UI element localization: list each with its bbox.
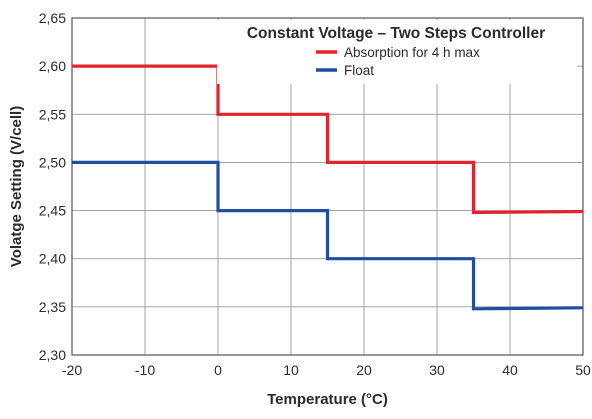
y-tick-label-5: 2,55 (39, 106, 66, 122)
x-tick-label-2: 0 (214, 362, 222, 378)
y-tick-label-6: 2,60 (39, 58, 66, 74)
legend-label-0: Absorption for 4 h max (344, 45, 480, 60)
series-lines (72, 64, 584, 311)
chart-title: Constant Voltage – Two Steps Controller (247, 25, 545, 42)
y-tick-label-4: 2,50 (39, 154, 66, 170)
legend-label-1: Float (344, 63, 374, 78)
y-tick-labels: 2,30 2,35 2,40 2,45 2,50 2,55 2,60 2,65 (39, 10, 66, 363)
legend: Absorption for 4 h max Float (316, 45, 480, 78)
series-line-0 (72, 64, 584, 215)
x-axis-title: Temperature (°C) (267, 391, 388, 408)
x-tick-label-3: 10 (283, 362, 299, 378)
x-tick-label-5: 30 (429, 362, 445, 378)
legend-box (217, 20, 577, 84)
y-tick-label-1: 2,35 (39, 299, 66, 315)
series-line-1 (72, 160, 584, 311)
x-tick-label-0: -20 (62, 362, 82, 378)
x-tick-labels: -20 -10 0 10 20 30 40 50 (62, 362, 591, 378)
x-tick-label-1: -10 (135, 362, 155, 378)
y-tick-label-7: 2,65 (39, 10, 66, 26)
y-tick-label-3: 2,45 (39, 203, 66, 219)
x-tick-label-7: 50 (575, 362, 591, 378)
y-tick-label-2: 2,40 (39, 251, 66, 267)
y-axis-title: Volatge Setting (V/cell) (8, 106, 25, 267)
plot-frame (71, 17, 584, 356)
x-tick-label-6: 40 (502, 362, 518, 378)
y-tick-label-0: 2,30 (39, 347, 66, 363)
x-tick-label-4: 20 (356, 362, 372, 378)
